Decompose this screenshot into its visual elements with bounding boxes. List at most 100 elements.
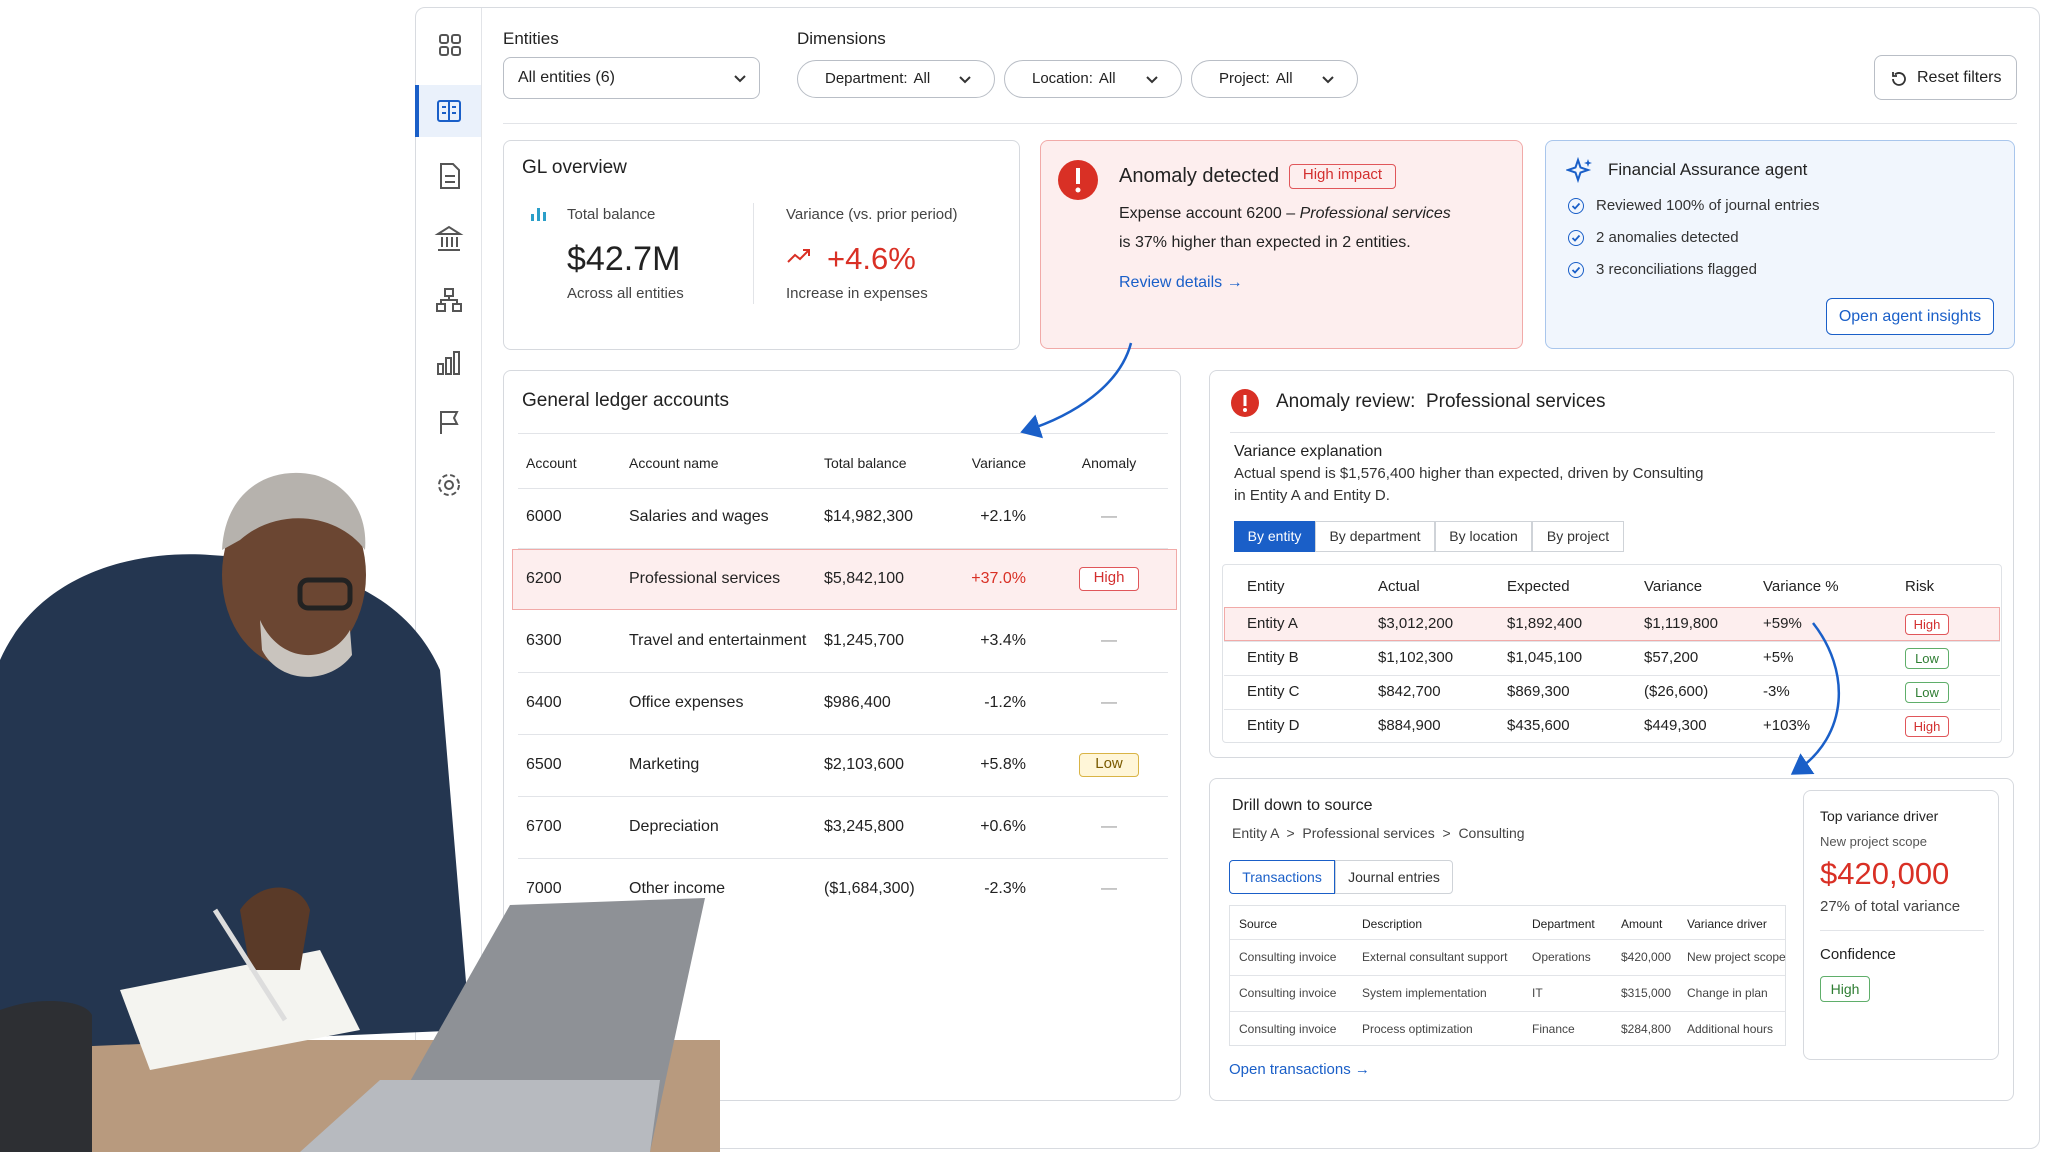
text: Expense account 6200 – xyxy=(1119,205,1296,222)
cell: — xyxy=(1101,632,1117,649)
cell: Entity D xyxy=(1247,717,1300,734)
mug xyxy=(0,1000,92,1152)
dimension-dropdown[interactable]: Project: All xyxy=(1191,60,1358,98)
cell: Entity B xyxy=(1247,649,1299,666)
divider xyxy=(753,203,754,304)
chart-icon[interactable] xyxy=(437,351,460,375)
alert-icon xyxy=(1058,160,1098,200)
entities-dropdown[interactable]: All entities (6) xyxy=(503,57,760,99)
cell: 7000 xyxy=(526,880,562,897)
cell: — xyxy=(1101,694,1117,711)
cell: $449,300 xyxy=(1644,717,1707,734)
review-link[interactable]: Review details → xyxy=(1119,274,1243,291)
check xyxy=(1571,234,1580,242)
column-header: Entity xyxy=(1247,578,1285,595)
column-header: Account xyxy=(526,455,577,471)
anomaly-review-card: Anomaly review: Professional services Va… xyxy=(1209,370,2014,758)
cell: $14,982,300 xyxy=(824,508,913,525)
driver-subtitle: New project scope xyxy=(1820,834,1927,849)
agent-button[interactable]: Open agent insights xyxy=(1826,298,1994,335)
card-title: GL overview xyxy=(522,157,627,178)
cell: $986,400 xyxy=(824,694,891,711)
document-icon[interactable] xyxy=(440,163,460,189)
divider xyxy=(1230,432,1995,433)
card-title: Drill down to source xyxy=(1232,797,1373,814)
ledger-icon[interactable] xyxy=(437,100,461,122)
hair xyxy=(222,472,366,550)
check xyxy=(1571,202,1580,210)
column-header: Variance xyxy=(1644,578,1703,595)
apps-icon[interactable] xyxy=(439,34,461,56)
cell: Consulting invoice xyxy=(1239,986,1337,1000)
row-divider xyxy=(1230,939,1785,940)
column-header: Actual xyxy=(1378,578,1420,595)
entity-table xyxy=(1222,564,2002,743)
risk-badge: High xyxy=(1905,614,1949,635)
row-divider xyxy=(1230,1011,1785,1012)
cell: Professional services xyxy=(629,570,781,587)
driver-title: Top variance driver xyxy=(1820,808,1939,824)
trend-icon xyxy=(787,249,810,263)
agent-item: 3 reconciliations flagged xyxy=(1596,261,1757,278)
cell: ($1,684,300) xyxy=(824,880,915,897)
risk-badge: Low xyxy=(1905,648,1949,669)
cell: 6400 xyxy=(526,694,562,711)
dimension-value: All xyxy=(913,70,931,87)
dimension-dropdown[interactable]: Department: All xyxy=(797,60,995,98)
cell: 6000 xyxy=(526,508,562,525)
variance-note: Increase in expenses xyxy=(786,285,928,302)
anomaly-title: Anomaly detected xyxy=(1119,165,1280,187)
dimension-value: All xyxy=(1275,70,1293,87)
cell: -2.3% xyxy=(984,880,1026,897)
pen xyxy=(212,908,288,1022)
cell: 6200 xyxy=(526,570,562,587)
cell: Consulting invoice xyxy=(1239,1022,1337,1036)
cell: Entity A xyxy=(1247,615,1298,632)
cell: $57,200 xyxy=(1644,649,1699,666)
cell: -1.2% xyxy=(984,694,1026,711)
row-divider xyxy=(518,858,1168,859)
tab[interactable]: By entity xyxy=(1234,521,1315,552)
cell: $1,119,800 xyxy=(1644,615,1718,632)
highlight-row xyxy=(1224,607,2000,641)
reset-button[interactable]: Reset filters xyxy=(1874,55,2017,100)
dimension-dropdown[interactable]: Location: All xyxy=(1004,60,1182,98)
dimension-value: All xyxy=(1098,70,1116,87)
row-divider xyxy=(1224,675,2000,676)
reset-icon xyxy=(1892,72,1906,86)
cell: Finance xyxy=(1532,1022,1575,1036)
settings-icon[interactable] xyxy=(438,474,460,496)
column-header: Total balance xyxy=(824,455,907,471)
flag-icon[interactable] xyxy=(440,411,459,434)
tab[interactable]: Transactions xyxy=(1229,860,1335,894)
variance-value: +4.6% xyxy=(827,241,916,276)
dimensions-label: Dimensions xyxy=(797,29,886,48)
bank-icon[interactable] xyxy=(434,225,464,251)
transactions-link[interactable]: Open transactions → xyxy=(1229,1061,1370,1078)
tab[interactable]: Journal entries xyxy=(1335,860,1453,894)
cell: +103% xyxy=(1763,717,1811,734)
row-divider xyxy=(1224,641,2000,642)
cell: IT xyxy=(1532,986,1543,1000)
cell: $869,300 xyxy=(1507,683,1570,700)
column-header: Description xyxy=(1362,917,1423,931)
card-title: General ledger accounts xyxy=(522,390,730,411)
explanation: in Entity A and Entity D. xyxy=(1234,487,1390,504)
cell: $3,012,200 xyxy=(1378,615,1454,632)
person-photo xyxy=(0,472,720,1152)
alert-icon xyxy=(1231,389,1259,417)
tab[interactable]: By location xyxy=(1435,521,1532,552)
tab[interactable]: By project xyxy=(1532,521,1624,552)
chevron xyxy=(959,76,971,84)
cell: +0.6% xyxy=(980,818,1026,835)
cell: $884,900 xyxy=(1378,717,1441,734)
org-icon[interactable] xyxy=(436,288,462,312)
cell: $435,600 xyxy=(1507,717,1570,734)
row-divider xyxy=(518,548,1168,549)
head xyxy=(222,483,366,667)
column-header: Anomaly xyxy=(1081,455,1137,471)
sparkle-icon xyxy=(1566,157,1592,184)
column-header: Variance driver xyxy=(1687,917,1767,931)
tab[interactable]: By department xyxy=(1315,521,1435,552)
total-note: Across all entities xyxy=(567,285,684,302)
